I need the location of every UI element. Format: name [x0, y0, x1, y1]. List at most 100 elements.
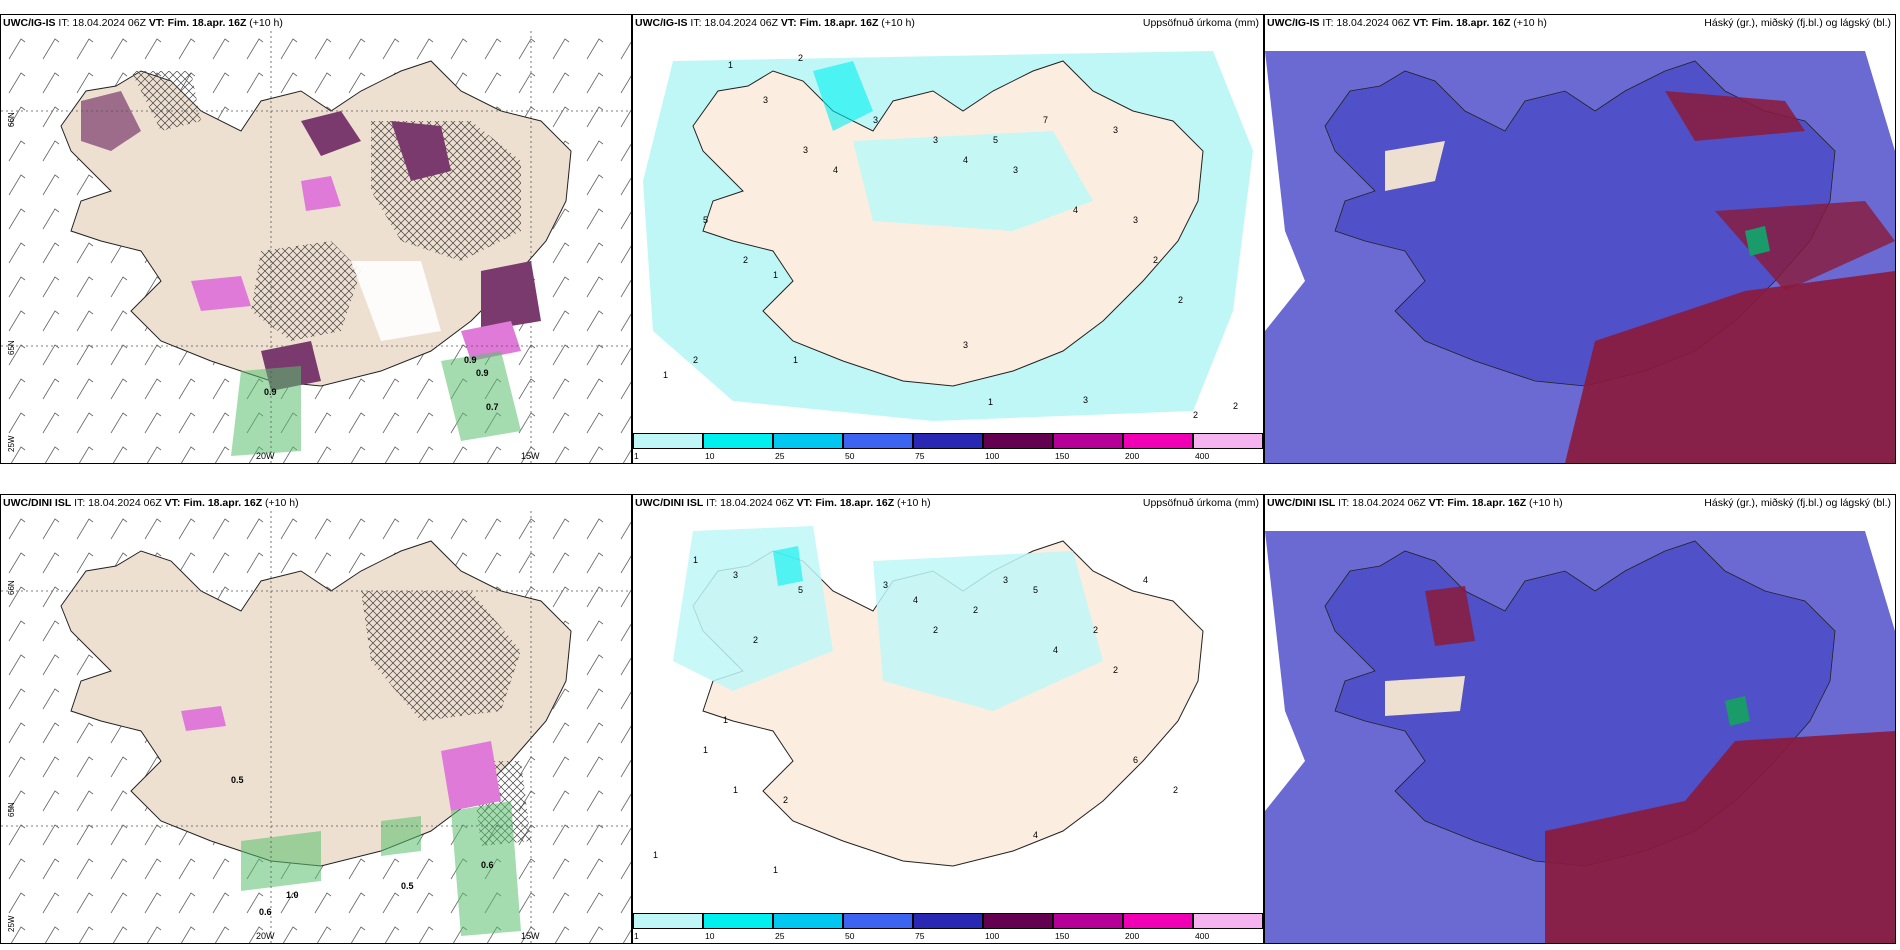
precip-value: 2: [1178, 295, 1184, 305]
precip-value: 2: [1173, 785, 1179, 795]
colorbar-swatch: [1053, 913, 1123, 929]
panel-header: UWC/DINI ISL IT: 18.04.2024 06Z VT: Fim.…: [1267, 497, 1563, 509]
colorbar-swatch: [703, 433, 773, 449]
lon-label: 15W: [521, 931, 540, 941]
panel-header: UWC/IG-IS IT: 18.04.2024 06Z VT: Fim. 18…: [3, 17, 283, 29]
colorbar: 1 10 25 50 75 100 150 200 400: [633, 911, 1263, 943]
panel-row1-precip: UWC/IG-IS IT: 18.04.2024 06Z VT: Fim. 18…: [632, 14, 1264, 464]
colorbar-swatch: [1193, 433, 1263, 449]
colorbar-swatch: [1053, 433, 1123, 449]
precip-value: 6: [1133, 755, 1139, 765]
colorbar-tick: 75: [915, 931, 925, 941]
colorbar: 1 10 25 50 75 100 150 200 400: [633, 431, 1263, 463]
colorbar-tick: 1: [634, 451, 639, 461]
colorbar-swatch: [913, 433, 983, 449]
precip-value: 1: [988, 397, 994, 407]
cloud-map: [1265, 511, 1895, 943]
colorbar-swatch: [983, 433, 1053, 449]
lon-label: 20W: [256, 931, 275, 941]
colorbar-tick: 1: [634, 931, 639, 941]
colorbar-swatch: [773, 913, 843, 929]
colorbar-tick: 75: [915, 451, 925, 461]
colorbar-tick: 25: [775, 451, 785, 461]
colorbar-tick: 150: [1055, 451, 1070, 461]
precip-value: 2: [743, 255, 749, 265]
panel-row1-wind-snow: UWC/IG-IS IT: 18.04.2024 06Z VT: Fim. 18…: [0, 14, 632, 464]
precip-value: 2: [1113, 665, 1119, 675]
precip-value: 5: [703, 215, 709, 225]
wind-snow-map: [1, 511, 631, 943]
colorbar-tick: 25: [775, 931, 785, 941]
lon-label: 25W: [7, 915, 16, 932]
precip-value: 2: [798, 53, 804, 63]
precip-value: 3: [1083, 395, 1089, 405]
value-label: 0.5: [401, 881, 414, 891]
value-label: 0.6: [481, 860, 494, 870]
precip-value: 4: [1033, 830, 1039, 840]
precip-value: 3: [963, 340, 969, 350]
value-label: 0.9: [264, 387, 277, 397]
colorbar-swatch: [983, 913, 1053, 929]
precip-value: 2: [753, 635, 759, 645]
value-label: 0.6: [259, 907, 272, 917]
colorbar-tick: 400: [1195, 451, 1210, 461]
precip-value: 2: [1093, 625, 1099, 635]
lon-label: 20W: [256, 451, 275, 461]
value-label: 0.7: [486, 402, 499, 412]
precip-value: 1: [693, 555, 699, 565]
colorbar-tick: 10: [705, 931, 715, 941]
precip-value: 7: [1043, 115, 1049, 125]
colorbar-tick: 200: [1125, 451, 1140, 461]
panel-header: UWC/IG-IS IT: 18.04.2024 06Z VT: Fim. 18…: [635, 17, 915, 29]
precip-value: 2: [783, 795, 789, 805]
colorbar-swatch: [843, 433, 913, 449]
precip-value: 1: [793, 355, 799, 365]
panel-title: Uppsöfnuð úrkoma (mm): [1142, 497, 1259, 509]
colorbar-tick: 50: [845, 451, 855, 461]
colorbar-swatch: [773, 433, 843, 449]
lat-label: 66N: [7, 112, 16, 127]
precip-value: 2: [1153, 255, 1159, 265]
panel-header: UWC/DINI ISL IT: 18.04.2024 06Z VT: Fim.…: [635, 497, 931, 509]
lat-label: 66N: [7, 580, 16, 595]
panel-title: Uppsöfnuð úrkoma (mm): [1142, 17, 1259, 29]
precip-value: 2: [1193, 410, 1199, 420]
colorbar-tick: 200: [1125, 931, 1140, 941]
precip-value: 3: [933, 135, 939, 145]
cloud-map: [1265, 31, 1895, 463]
precip-value: 1: [773, 865, 779, 875]
panel-header: UWC/DINI ISL IT: 18.04.2024 06Z VT: Fim.…: [3, 497, 299, 509]
precip-value: 3: [733, 570, 739, 580]
precip-value: 1: [703, 745, 709, 755]
precip-value: 2: [973, 605, 979, 615]
precip-value: 4: [1143, 575, 1149, 585]
precip-value: 3: [803, 145, 809, 155]
precip-value: 3: [883, 580, 889, 590]
colorbar-swatch: [1123, 913, 1193, 929]
colorbar-tick: 400: [1195, 931, 1210, 941]
precip-value: 5: [1033, 585, 1039, 595]
precip-map: [643, 51, 1253, 421]
precip-value: 1: [773, 270, 779, 280]
precip-value: 2: [693, 355, 699, 365]
panel-row2-precip: UWC/DINI ISL IT: 18.04.2024 06Z VT: Fim.…: [632, 494, 1264, 944]
precip-value: 5: [993, 135, 999, 145]
colorbar-swatch: [633, 913, 703, 929]
colorbar-swatch: [703, 913, 773, 929]
panel-row1-clouds: UWC/IG-IS IT: 18.04.2024 06Z VT: Fim. 18…: [1264, 14, 1896, 464]
colorbar-tick: 100: [985, 451, 1000, 461]
panel-row2-clouds: UWC/DINI ISL IT: 18.04.2024 06Z VT: Fim.…: [1264, 494, 1896, 944]
colorbar-tick: 50: [845, 931, 855, 941]
precip-value: 1: [723, 715, 729, 725]
precip-value: 1: [728, 60, 734, 70]
precip-value: 2: [1233, 401, 1239, 411]
panel-title: Háský (gr.), miðský (fj.bl.) og lágský (…: [1704, 497, 1891, 509]
precip-map: [673, 526, 1204, 867]
value-label: 0.9: [464, 355, 477, 365]
precip-value: 3: [763, 95, 769, 105]
lon-label: 15W: [521, 451, 540, 461]
colorbar-swatch: [1193, 913, 1263, 929]
panel-title: Háský (gr.), miðský (fj.bl.) og lágský (…: [1704, 17, 1891, 29]
lat-label: 65N: [7, 802, 16, 817]
wind-snow-map: [1, 31, 631, 463]
